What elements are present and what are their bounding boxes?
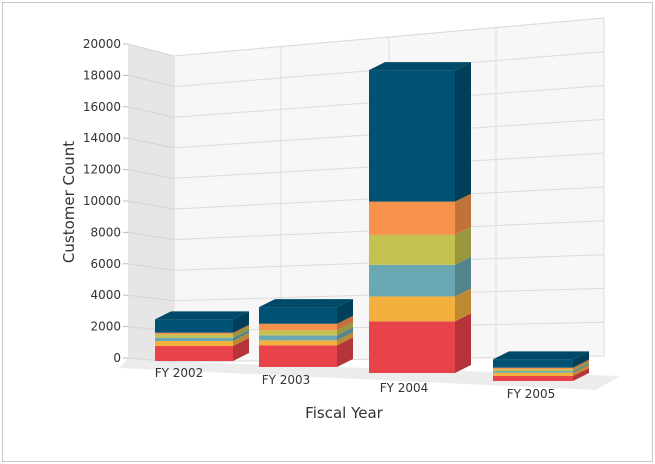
bar-segment-3-3 xyxy=(493,369,573,372)
y-tick-label-4: 8000 xyxy=(90,225,121,239)
x-tick-label-1: FY 2003 xyxy=(262,373,311,387)
bar-segment-0-4 xyxy=(155,332,233,335)
bar-segment-side-1-1 xyxy=(337,332,353,346)
bar-segment-side-2-2 xyxy=(455,256,471,297)
bar-segment-1-5 xyxy=(259,307,337,324)
y-tick-label-0: 0 xyxy=(113,351,121,365)
gridline-left-0 xyxy=(127,357,175,363)
y-tick-label-6: 12000 xyxy=(83,163,121,177)
bar-segment-side-0-5 xyxy=(233,311,249,333)
gridline-left-4 xyxy=(127,231,175,241)
bar-segment-1-3 xyxy=(259,330,337,336)
bar-segment-side-1-0 xyxy=(337,337,353,367)
bar-segment-3-5 xyxy=(493,359,573,368)
bar-segment-2-1 xyxy=(369,296,455,322)
bar-segment-2-4 xyxy=(369,201,455,235)
bar-segment-side-1-3 xyxy=(337,322,353,336)
bar-segment-side-1-2 xyxy=(337,327,353,341)
bar-segment-side-2-0 xyxy=(455,313,471,373)
gridline-left-5 xyxy=(127,200,175,210)
y-tick-label-8: 16000 xyxy=(83,100,121,114)
gridline-left-8 xyxy=(127,106,175,118)
bar-segment-side-2-5 xyxy=(455,62,471,202)
bar-stack-3 xyxy=(493,351,589,381)
bar-segment-side-1-5 xyxy=(337,299,353,324)
bar-top-0 xyxy=(155,311,249,320)
bar-segment-side-0-3 xyxy=(233,326,249,338)
bar-segment-side-2-4 xyxy=(455,193,471,235)
y-axis-title: Customer Count xyxy=(60,141,78,263)
bar-segment-0-1 xyxy=(155,341,233,347)
gridline-left-6 xyxy=(127,169,175,179)
bar-segment-1-0 xyxy=(259,345,337,367)
left-wall xyxy=(128,44,174,362)
bar-segment-3-1 xyxy=(493,372,573,377)
y-tick-label-5: 10000 xyxy=(83,194,121,208)
bar-segment-3-4 xyxy=(493,367,573,370)
bar-segment-side-2-1 xyxy=(455,288,471,322)
bar-segment-side-0-2 xyxy=(233,329,249,342)
bar-segment-2-3 xyxy=(369,234,455,265)
bar-segment-side-3-4 xyxy=(573,359,589,370)
bar-segment-0-3 xyxy=(155,334,233,338)
gridline-left-2 xyxy=(127,294,175,302)
bar-segment-side-1-4 xyxy=(337,315,353,331)
y-tick-label-2: 4000 xyxy=(90,288,121,302)
bars xyxy=(155,62,589,381)
floor xyxy=(120,358,620,390)
bar-stack-2 xyxy=(369,62,471,373)
bar-top-3 xyxy=(493,351,589,360)
bar-segment-0-0 xyxy=(155,346,233,361)
bar-segment-side-3-5 xyxy=(573,351,589,368)
y-tick-label-3: 6000 xyxy=(90,257,121,271)
bar-stack-1 xyxy=(259,299,353,367)
bar-segment-0-2 xyxy=(155,337,233,342)
bar-segment-3-0 xyxy=(493,376,573,381)
bar-segment-1-4 xyxy=(259,323,337,331)
gridline-left-3 xyxy=(127,263,175,271)
y-tick-label-7: 14000 xyxy=(83,131,121,145)
bar-top-1 xyxy=(259,299,353,308)
bar-segment-3-2 xyxy=(493,371,573,373)
bar-segment-side-3-3 xyxy=(573,361,589,372)
x-tick-label-3: FY 2005 xyxy=(507,387,556,401)
bar-segment-side-3-1 xyxy=(573,364,589,377)
bar-stack-0 xyxy=(155,311,249,361)
bar-segment-side-0-1 xyxy=(233,333,249,347)
x-tick-label-2: FY 2004 xyxy=(380,381,429,395)
x-axis-title: Fiscal Year xyxy=(305,404,383,422)
x-tick-label-0: FY 2002 xyxy=(155,366,204,380)
bar-segment-side-2-3 xyxy=(455,226,471,265)
bar-top-2 xyxy=(369,62,471,71)
bar-segment-side-0-0 xyxy=(233,338,249,361)
bar-segment-0-5 xyxy=(155,319,233,333)
bar-segment-side-3-2 xyxy=(573,363,589,373)
x-axis-ticks: FY 2002 FY 2003 FY 2004 FY 2005 xyxy=(155,366,556,401)
y-tick-label-1: 2000 xyxy=(90,320,121,334)
bar-segment-2-0 xyxy=(369,321,455,373)
bar-segment-2-2 xyxy=(369,264,455,297)
gridline-left-9 xyxy=(127,74,175,88)
bar-segment-2-5 xyxy=(369,70,455,202)
gridline-left-10 xyxy=(127,43,175,57)
y-tick-label-10: 20000 xyxy=(83,37,121,51)
y-axis-ticks: 0 2000 4000 6000 8000 10000 12000 14000 16000 180… xyxy=(83,37,128,365)
bar-segment-1-1 xyxy=(259,340,337,346)
bar-segment-1-2 xyxy=(259,335,337,341)
gridline-left-7 xyxy=(127,137,175,149)
bar-segment-side-3-0 xyxy=(573,368,589,381)
bar-segment-side-0-4 xyxy=(233,324,249,335)
y-tick-label-9: 18000 xyxy=(83,68,121,82)
